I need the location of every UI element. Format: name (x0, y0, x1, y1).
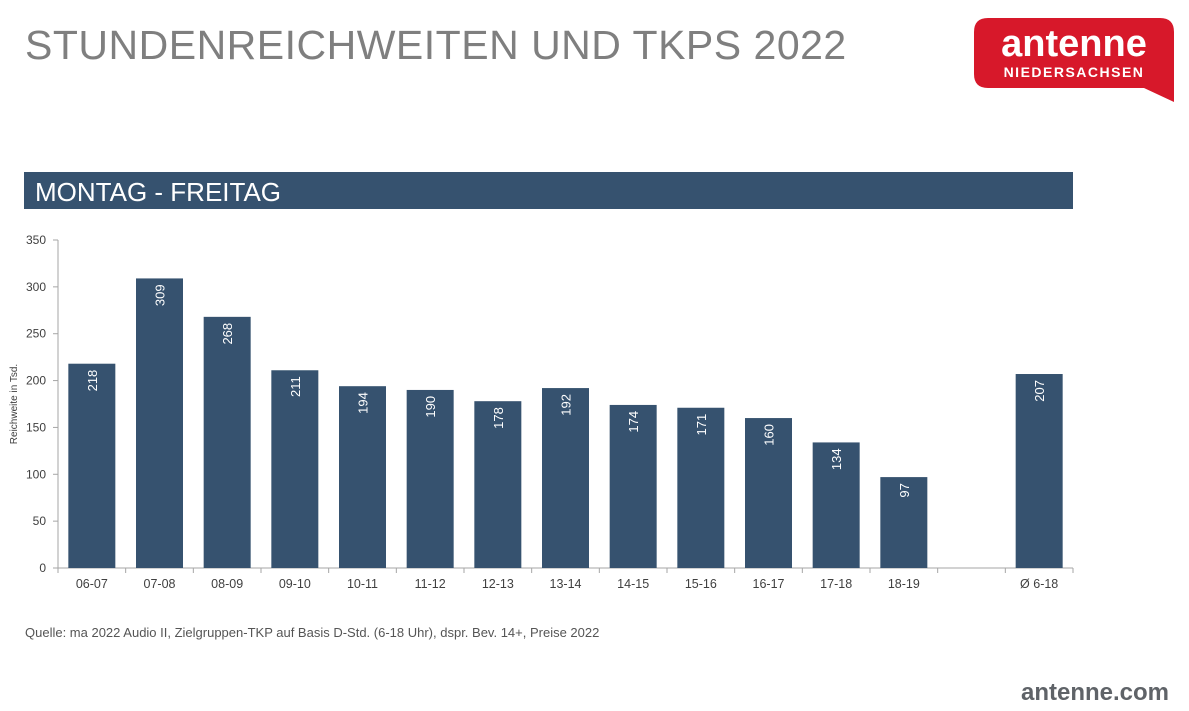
x-tick-label: Ø 6-18 (1020, 577, 1058, 591)
x-tick-label: 07-08 (144, 577, 176, 591)
bar (68, 363, 116, 568)
y-tick-label: 350 (26, 233, 46, 247)
bar (271, 370, 319, 568)
site-url: antenne.com (1020, 679, 1169, 706)
x-tick-label: 16-17 (753, 577, 785, 591)
bar-value-label: 178 (491, 407, 506, 429)
bar-value-label: 171 (694, 414, 709, 436)
bar (542, 388, 589, 568)
x-tick-label: 14-15 (617, 577, 649, 591)
antenne-logo: antenne NIEDERSACHSEN (974, 18, 1174, 102)
bar (1015, 374, 1063, 568)
x-tick-label: 13-14 (550, 577, 582, 591)
source-note: Quelle: ma 2022 Audio II, Zielgruppen-TK… (25, 625, 600, 640)
x-tick-label: 15-16 (685, 577, 717, 591)
section-header: MONTAG - FREITAG (24, 172, 1073, 209)
bar (880, 477, 928, 568)
bar (745, 418, 792, 568)
bar-value-label: 207 (1032, 380, 1047, 402)
bar (677, 407, 725, 568)
x-tick-label: 06-07 (76, 577, 108, 591)
bar-value-label: 97 (897, 483, 912, 497)
bar-chart: 0 50 100 150 200 250 300 350 Reichweite in Tsd. 2… (9, 233, 1074, 591)
x-tick-label: 09-10 (279, 577, 311, 591)
x-tick-label: 17-18 (820, 577, 852, 591)
section-title: MONTAG - FREITAG (35, 177, 282, 207)
bar (339, 386, 386, 568)
bar (609, 404, 657, 568)
bar (406, 389, 454, 568)
bar-value-label: 211 (288, 376, 303, 397)
bar (136, 278, 183, 568)
bar-value-label: 190 (423, 396, 438, 418)
bar-value-label: 218 (85, 370, 100, 392)
y-tick-label: 300 (26, 280, 46, 294)
bar-value-label: 192 (559, 394, 574, 416)
bar-value-label: 134 (829, 448, 844, 470)
bar (474, 401, 522, 568)
bar-value-label: 174 (626, 411, 641, 433)
logo-line1: antenne (1001, 23, 1147, 65)
bar-value-label: 268 (220, 323, 235, 345)
bar-value-label: 160 (762, 424, 777, 446)
logo-shape (974, 18, 1174, 102)
logo-line2: NIEDERSACHSEN (1004, 64, 1145, 80)
bar (203, 316, 251, 568)
bar (812, 442, 860, 568)
x-tick-label: 18-19 (888, 577, 920, 591)
x-tick-label: 10-11 (347, 577, 378, 591)
x-tick-label: 08-09 (211, 577, 243, 591)
y-axis-title: Reichweite in Tsd. (9, 364, 20, 444)
y-tick-label: 200 (26, 374, 46, 388)
y-tick-label: 250 (26, 327, 46, 341)
y-tick-label: 150 (26, 420, 46, 434)
x-tick-label: 11-12 (415, 577, 446, 591)
bar-value-label: 309 (153, 284, 168, 306)
y-tick-label: 100 (26, 467, 46, 481)
y-tick-label: 50 (33, 514, 47, 528)
x-tick-label: 12-13 (482, 577, 514, 591)
bar-value-label: 194 (356, 392, 371, 414)
page-title: STUNDENREICHWEITEN UND TKPS 2022 (25, 22, 847, 68)
y-tick-label: 0 (39, 561, 46, 575)
